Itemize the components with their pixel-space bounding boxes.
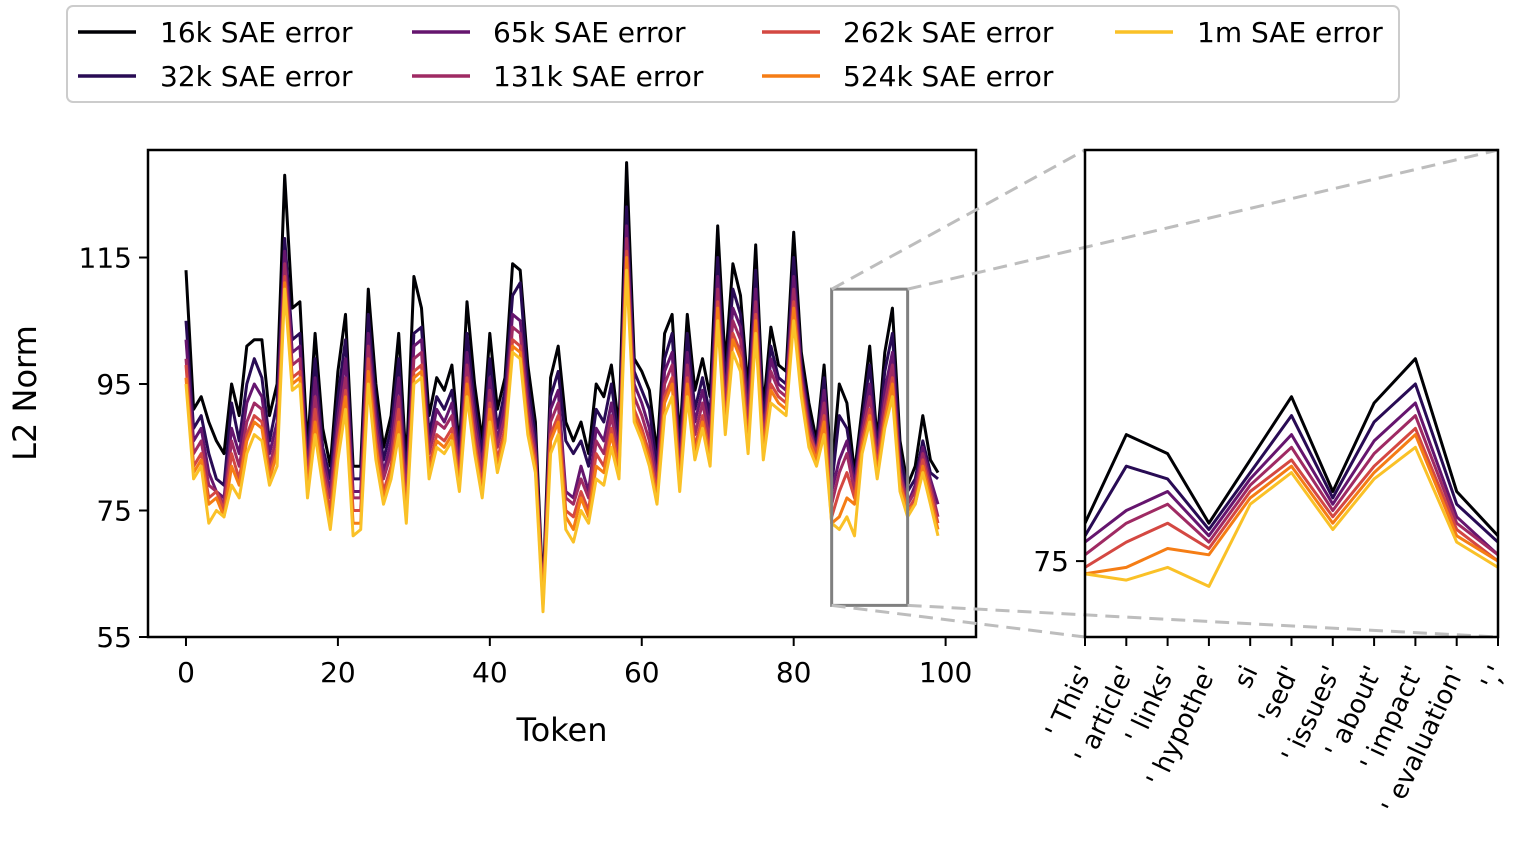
- main-frame: [146, 148, 978, 639]
- zoom-plot-area: [1085, 357, 1498, 588]
- y-tick-label: 95: [96, 368, 132, 401]
- legend-entry: 524k SAE error: [762, 60, 1054, 93]
- legend-entry: 262k SAE error: [762, 16, 1054, 49]
- x-tick-label: 80: [776, 656, 812, 689]
- x-axis-label: Token: [515, 711, 607, 749]
- series-line: [184, 268, 940, 614]
- zoom-x-tick-label: ',': [1476, 661, 1513, 694]
- legend-entry: 32k SAE error: [78, 60, 353, 93]
- legend-label: 32k SAE error: [160, 60, 353, 93]
- x-tick-label: 20: [320, 656, 356, 689]
- zoom-series-line: [1085, 426, 1498, 569]
- y-tick-label: 75: [96, 495, 132, 528]
- zoom-indicator-box: [830, 287, 910, 607]
- x-tick-label: 40: [472, 656, 508, 689]
- legend-entry: 65k SAE error: [412, 16, 686, 49]
- connector-line: [830, 148, 1086, 291]
- x-tick-label: 0: [177, 656, 195, 689]
- zoom-axes: ' This'' article'' links'' hypothe' si'se…: [1033, 148, 1513, 818]
- legend: 16k SAE error 32k SAE error 65k SAE error 1…: [66, 5, 1400, 103]
- zoom-connectors: [830, 148, 1499, 639]
- legend-label: 131k SAE error: [493, 60, 704, 93]
- zoom-y-tick-label: 75: [1033, 545, 1069, 578]
- zoom-x-tick-label: si: [1229, 661, 1265, 693]
- y-axis-label: L2 Norm: [6, 325, 44, 461]
- legend-label: 65k SAE error: [493, 16, 686, 49]
- y-tick-label: 55: [96, 621, 132, 654]
- legend-label: 16k SAE error: [160, 16, 353, 49]
- zoom-series-line: [1085, 357, 1498, 537]
- zoom-frame: [1083, 148, 1500, 639]
- main-plot-area: [184, 161, 940, 614]
- legend-frame: [66, 5, 1400, 103]
- connector-line: [907, 603, 1499, 639]
- x-tick-label: 100: [919, 656, 972, 689]
- legend-entry: 131k SAE error: [412, 60, 704, 93]
- legend-entry: 16k SAE error: [78, 16, 353, 49]
- legend-entry: 1m SAE error: [1115, 16, 1383, 49]
- connector-line: [831, 603, 1086, 639]
- x-tick-label: 60: [624, 656, 660, 689]
- y-tick-label: 115: [79, 242, 132, 275]
- legend-label: 524k SAE error: [843, 60, 1054, 93]
- zoom-series-line: [1085, 433, 1498, 576]
- zoom-series-line: [1085, 414, 1498, 556]
- connector-line: [907, 148, 1499, 291]
- legend-label: 1m SAE error: [1197, 16, 1383, 49]
- zoom-series-line: [1085, 382, 1498, 544]
- main-axes: 0 20 40 60 80 100 55 75 95 115 Token L2 Norm: [6, 148, 978, 749]
- legend-label: 262k SAE error: [843, 16, 1054, 49]
- zoom-series-line: [1085, 445, 1498, 588]
- zoom-series-line: [1085, 401, 1498, 556]
